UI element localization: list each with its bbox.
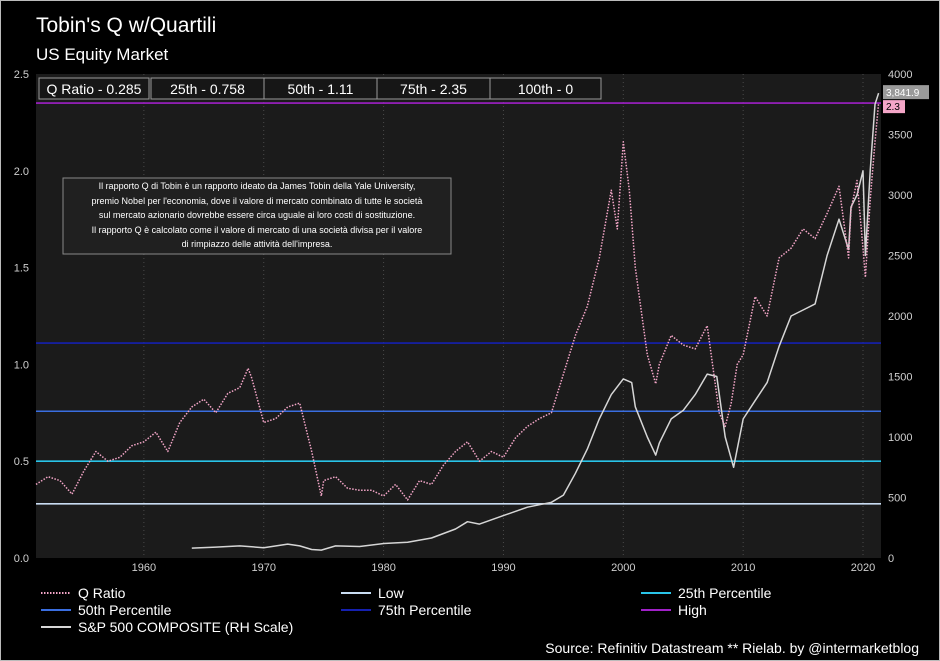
- y-left-tick-label: 0.0: [14, 553, 29, 565]
- series-layer: [35, 92, 880, 551]
- annotation-line-1: Il rapporto Q di Tobin è un rapporto ide…: [99, 181, 416, 191]
- annotation-box: Il rapporto Q di Tobin è un rapporto ide…: [62, 177, 452, 255]
- sp500-series-line: [191, 92, 880, 551]
- sp500-last-value-label: 3,841.9: [886, 88, 920, 99]
- y-right-tick-label: 0: [888, 553, 894, 565]
- legend-label-p75: 75th Percentile: [378, 602, 472, 618]
- q-ratio-series-line: [35, 102, 880, 501]
- legend-label-q_ratio: Q Ratio: [78, 585, 126, 601]
- y-right-tick-label: 4000: [888, 69, 912, 81]
- percentile-lines: [36, 102, 881, 505]
- stats-cell: [489, 77, 602, 100]
- y-right-tick-label: 2000: [888, 311, 912, 323]
- source-note: Source: Refinitiv Datastream ** Rielab. …: [545, 640, 919, 656]
- legend: Q Ratio Low 25th Percentile 50th Percentile…: [41, 585, 772, 635]
- q-ratio-last-value-label: 2.3: [886, 102, 900, 113]
- stats-cell-label: 75th - 2.35: [400, 81, 467, 97]
- q-ratio-last-value-tag: [883, 100, 905, 114]
- legend-label-sp500: S&P 500 COMPOSITE (RH Scale): [78, 619, 293, 635]
- y-left-tick-label: 0.5: [14, 456, 29, 468]
- annotation-line-5: di rimpiazzo delle attività dell'impresa…: [182, 239, 333, 249]
- y-left-tick-label: 2.5: [14, 69, 29, 81]
- annotation-line-2: premio Nobel per l'economia, dove il val…: [92, 196, 423, 206]
- y-right-tick-label: 3500: [888, 130, 912, 142]
- y-left-tick-label: 2.0: [14, 166, 29, 178]
- y-right-tick-label: 500: [888, 493, 906, 505]
- legend-label-low: Low: [378, 585, 405, 601]
- y-left-tick-label: 1.5: [14, 263, 29, 275]
- last-value-tags: 3,841.9 2.3: [883, 85, 929, 114]
- stats-cell-label: 50th - 1.11: [288, 81, 354, 97]
- y-right-tick-label: 1500: [888, 372, 912, 384]
- y-right-tick-label: 3000: [888, 190, 912, 202]
- y-left-tick-label: 1.0: [14, 359, 29, 371]
- x-tick-label: 1990: [491, 562, 515, 574]
- vertical-grid: [143, 74, 864, 558]
- x-tick-label: 1970: [251, 562, 275, 574]
- annotation-line-4: Il rapporto Q è calcolato come il valore…: [92, 225, 423, 235]
- x-tick-label: 2020: [851, 562, 875, 574]
- x-tick-label: 1980: [371, 562, 395, 574]
- annotation-frame: [62, 177, 452, 255]
- x-tick-label: 1960: [132, 562, 156, 574]
- chart-title: Tobin's Q w/Quartili: [36, 14, 216, 37]
- sp500-last-value-tag: [883, 85, 929, 100]
- stats-bar: Q Ratio - 0.285 25th - 0.758 50th - 1.11 75…: [38, 77, 602, 100]
- annotation-line-3: sul mercato azionario dovrebbe essere ci…: [99, 210, 415, 220]
- chart-subtitle: US Equity Market: [36, 45, 169, 64]
- legend-label-p25: 25th Percentile: [678, 585, 772, 601]
- stats-cell-label: 100th - 0: [518, 81, 573, 97]
- x-tick-label: 2000: [611, 562, 635, 574]
- plot-area: [36, 74, 881, 558]
- stats-cell-label: 25th - 0.758: [170, 81, 245, 97]
- axes: 1960 1970 1980 1990 2000 2010 2020 0.0 0.5 1.0 1.5…: [14, 69, 913, 574]
- stats-cell-label: Q Ratio - 0.285: [47, 81, 142, 97]
- stats-cell: [38, 77, 150, 100]
- y-right-tick-label: 1000: [888, 432, 912, 444]
- legend-label-p50: 50th Percentile: [78, 602, 172, 618]
- legend-label-high: High: [678, 602, 707, 618]
- y-right-tick-label: 2500: [888, 251, 912, 263]
- x-tick-label: 2010: [731, 562, 755, 574]
